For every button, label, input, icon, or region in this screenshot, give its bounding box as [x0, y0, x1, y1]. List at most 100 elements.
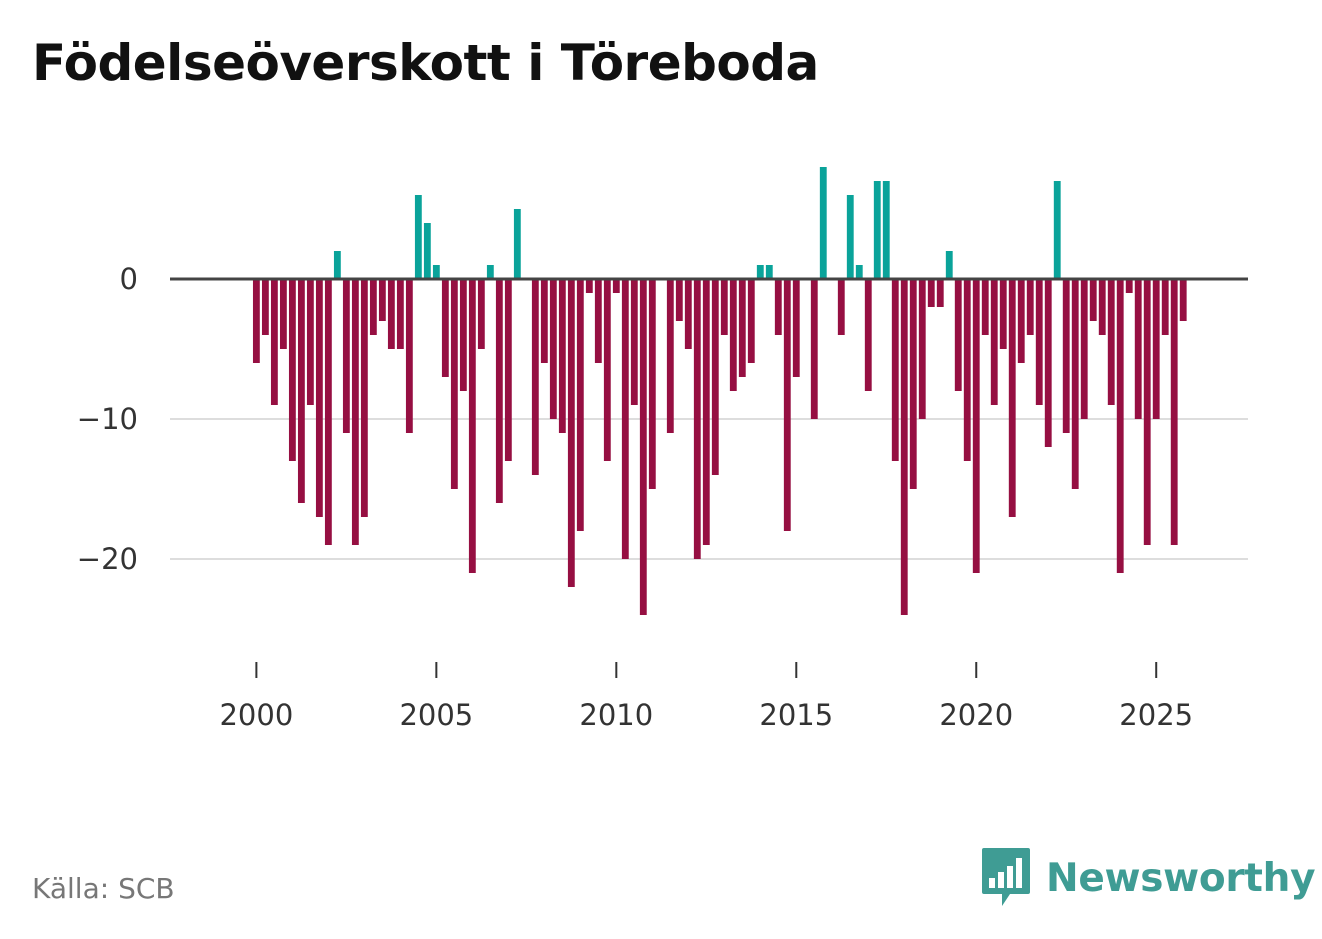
- bar: [783, 279, 791, 531]
- bar: [666, 279, 674, 433]
- bar: [378, 279, 386, 321]
- bar: [1170, 279, 1178, 545]
- bar: [252, 279, 260, 363]
- bar: [1125, 279, 1133, 293]
- bar: [630, 279, 638, 405]
- bar: [1152, 279, 1160, 419]
- bar: [882, 181, 890, 279]
- bar: [918, 279, 926, 419]
- x-tick-label: 2005: [399, 698, 473, 732]
- bar: [819, 167, 827, 279]
- bar: [738, 279, 746, 377]
- bar: [549, 279, 557, 419]
- bar: [603, 279, 611, 461]
- bar: [342, 279, 350, 433]
- bar: [1008, 279, 1016, 517]
- bar: [432, 265, 440, 279]
- x-tick-label: 2000: [219, 698, 293, 732]
- bar: [531, 279, 539, 475]
- bar: [936, 279, 944, 307]
- bar: [405, 279, 413, 433]
- bar: [684, 279, 692, 349]
- bar: [288, 279, 296, 461]
- bar: [702, 279, 710, 545]
- bar: [837, 279, 845, 335]
- bar: [360, 279, 368, 517]
- bar: [1107, 279, 1115, 405]
- bar: [558, 279, 566, 433]
- bar: [1134, 279, 1142, 419]
- x-tick-label: 2010: [579, 698, 653, 732]
- source-note: Källa: SCB: [32, 872, 175, 905]
- bar: [990, 279, 998, 405]
- bar: [450, 279, 458, 489]
- bar: [927, 279, 935, 307]
- x-tick-label: 2020: [939, 698, 1013, 732]
- bar: [612, 279, 620, 293]
- bar: [945, 251, 953, 279]
- bar: [351, 279, 359, 545]
- bar: [468, 279, 476, 573]
- brand-logo[interactable]: Newsworthy: [980, 846, 1316, 910]
- bar: [981, 279, 989, 335]
- bar: [765, 265, 773, 279]
- bar: [1080, 279, 1088, 419]
- bar: [1062, 279, 1070, 433]
- bar: [1089, 279, 1097, 321]
- bar: [1071, 279, 1079, 489]
- bar: [504, 279, 512, 461]
- bar: [846, 195, 854, 279]
- bar: [1161, 279, 1169, 335]
- bar: [1098, 279, 1106, 335]
- y-tick-label: 0: [120, 262, 138, 296]
- bar: [693, 279, 701, 559]
- bar: [1017, 279, 1025, 363]
- bar: [675, 279, 683, 321]
- bar: [585, 279, 593, 293]
- bar: [387, 279, 395, 349]
- bar: [459, 279, 467, 391]
- bar: [729, 279, 737, 391]
- bar: [756, 265, 764, 279]
- x-tick-label: 2015: [759, 698, 833, 732]
- bar: [306, 279, 314, 405]
- bar: [999, 279, 1007, 349]
- x-axis-ticks: 2000 2005 2010 2015 2020 2025: [219, 662, 1193, 732]
- bar: [297, 279, 305, 503]
- bar: [747, 279, 755, 363]
- bar: [576, 279, 584, 531]
- y-tick-label: −20: [77, 542, 138, 576]
- bar: [396, 279, 404, 349]
- bar: [441, 279, 449, 377]
- bar: [1044, 279, 1052, 447]
- bars: [252, 167, 1187, 615]
- bar: [855, 265, 863, 279]
- brand-name: Newsworthy: [1046, 855, 1316, 901]
- bar: [639, 279, 647, 615]
- bar: [720, 279, 728, 335]
- y-axis-ticks: 0 −10 −20: [77, 262, 138, 576]
- x-tick-label: 2025: [1119, 698, 1193, 732]
- bar: [1143, 279, 1151, 545]
- bar: [423, 223, 431, 279]
- bar: [1035, 279, 1043, 405]
- bar: [540, 279, 548, 363]
- bar: [621, 279, 629, 559]
- bar: [567, 279, 575, 587]
- bar: [909, 279, 917, 489]
- bar: [1116, 279, 1124, 573]
- bar: [1053, 181, 1061, 279]
- bar: [891, 279, 899, 461]
- bar: [369, 279, 377, 335]
- bar: [873, 181, 881, 279]
- bar: [486, 265, 494, 279]
- bar: [513, 209, 521, 279]
- bar: [900, 279, 908, 615]
- newsworthy-logo-icon: [982, 848, 1030, 906]
- bar: [333, 251, 341, 279]
- bar: [954, 279, 962, 391]
- bar: [477, 279, 485, 349]
- bar: [711, 279, 719, 475]
- bar: [963, 279, 971, 461]
